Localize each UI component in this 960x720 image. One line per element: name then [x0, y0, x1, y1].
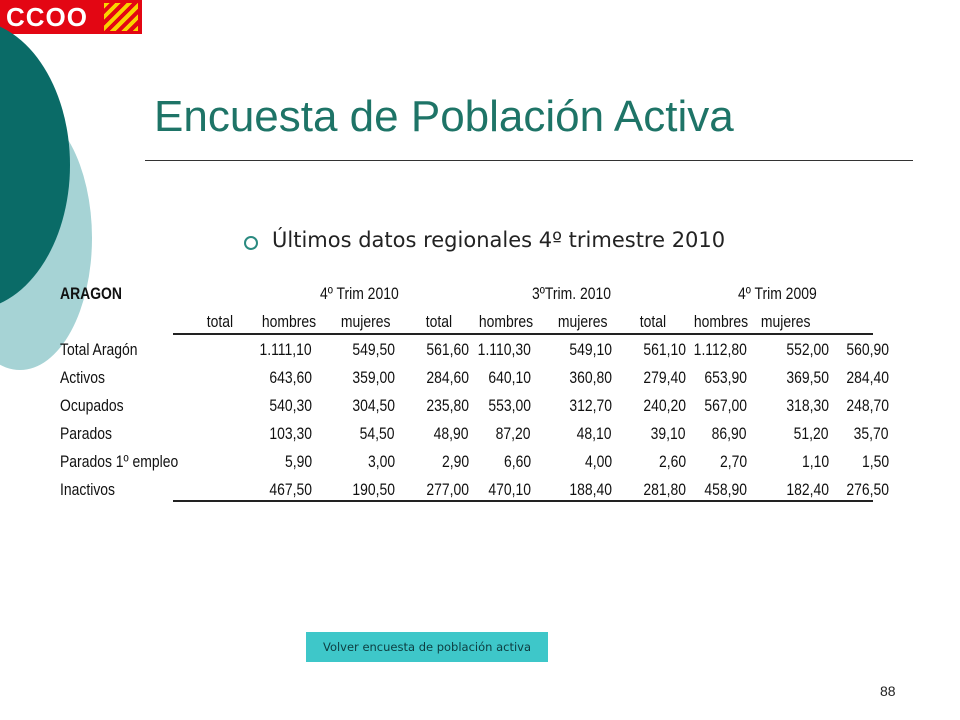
column-header: mujeres [340, 312, 390, 331]
table-cell: 470,10 [488, 480, 531, 499]
table-cell: 318,30 [786, 396, 829, 415]
column-header: mujeres [760, 312, 810, 331]
table-cell: 540,30 [269, 396, 312, 415]
table-cell: 360,80 [569, 368, 612, 387]
title-divider [145, 160, 913, 161]
table-cell: 653,90 [704, 368, 747, 387]
circle-bullet-icon [244, 236, 258, 250]
table-cell: 643,60 [269, 368, 312, 387]
back-to-epa-link[interactable]: Volver encuesta de población activa [306, 632, 548, 662]
row-label: Total Aragón [60, 340, 138, 359]
table-cell: 1.111,10 [259, 340, 312, 359]
table-cell: 561,10 [643, 340, 686, 359]
table-cell: 182,40 [786, 480, 829, 499]
column-header: hombres [478, 312, 533, 331]
decorative-shapes [0, 26, 92, 370]
table-cell: 549,10 [569, 340, 612, 359]
region-label: ARAGON [60, 284, 122, 303]
table-cell: 549,50 [352, 340, 395, 359]
table-cell: 1.112,80 [693, 340, 747, 359]
table-cell: 188,40 [569, 480, 612, 499]
table-cell: 54,50 [360, 424, 395, 443]
table-cell: 3,00 [367, 452, 395, 471]
ccoo-logo: CCOO [0, 0, 142, 34]
row-label: Parados 1º empleo [60, 452, 179, 471]
table-cell: 1,10 [801, 452, 829, 471]
column-header: hombres [261, 312, 316, 331]
period-header: 4º Trim 2009 [738, 284, 817, 303]
table-cell: 1.110,30 [477, 340, 531, 359]
table-cell: 190,50 [352, 480, 395, 499]
table-cell: 284,60 [426, 368, 469, 387]
column-header: mujeres [557, 312, 607, 331]
table-cell: 359,00 [352, 368, 395, 387]
table-cell: 35,70 [854, 424, 889, 443]
table-cell: 48,10 [577, 424, 612, 443]
slide-title: Encuesta de Población Activa [154, 92, 734, 141]
row-label: Parados [60, 424, 112, 443]
table-cell: 103,30 [269, 424, 312, 443]
dark-teal-shape [0, 26, 70, 304]
bullet-text: Últimos datos regionales 4º trimestre 20… [272, 228, 726, 252]
table-cell: 567,00 [704, 396, 747, 415]
period-header: 3ºTrim. 2010 [532, 284, 611, 303]
table-cell: 2,60 [658, 452, 686, 471]
table-cell: 5,90 [284, 452, 312, 471]
table-cell: 279,40 [643, 368, 686, 387]
table-cell: 281,80 [643, 480, 686, 499]
logo-text: CCOO [6, 2, 88, 32]
table-cell: 39,10 [651, 424, 686, 443]
header-rule [173, 333, 873, 335]
table-cell: 304,50 [352, 396, 395, 415]
table-cell: 2,90 [441, 452, 469, 471]
column-header: total [425, 312, 452, 331]
table-cell: 2,70 [719, 452, 747, 471]
table-cell: 284,40 [846, 368, 889, 387]
table-cell: 276,50 [846, 480, 889, 499]
page-number: 88 [880, 683, 896, 699]
row-label: Ocupados [60, 396, 124, 415]
table-cell: 235,80 [426, 396, 469, 415]
table-cell: 248,70 [846, 396, 889, 415]
footer-rule [173, 500, 873, 502]
table-cell: 553,00 [488, 396, 531, 415]
table-cell: 6,60 [503, 452, 531, 471]
column-header: total [206, 312, 233, 331]
table-cell: 458,90 [704, 480, 747, 499]
table-cell: 86,90 [712, 424, 747, 443]
table-cell: 312,70 [569, 396, 612, 415]
row-label: Inactivos [60, 480, 116, 499]
column-header: total [639, 312, 666, 331]
table-cell: 48,90 [434, 424, 469, 443]
table-cell: 277,00 [426, 480, 469, 499]
table-cell: 87,20 [496, 424, 531, 443]
table-cell: 51,20 [794, 424, 829, 443]
row-label: Activos [60, 368, 105, 387]
table-cell: 240,20 [643, 396, 686, 415]
column-header: hombres [693, 312, 748, 331]
table-cell: 369,50 [786, 368, 829, 387]
period-header: 4º Trim 2010 [320, 284, 399, 303]
aragon-flag-icon [104, 3, 138, 31]
table-cell: 561,60 [426, 340, 469, 359]
table-cell: 467,50 [269, 480, 312, 499]
table-cell: 560,90 [846, 340, 889, 359]
table-cell: 1,50 [861, 452, 889, 471]
table-cell: 640,10 [488, 368, 531, 387]
table-cell: 4,00 [584, 452, 612, 471]
table-cell: 552,00 [786, 340, 829, 359]
